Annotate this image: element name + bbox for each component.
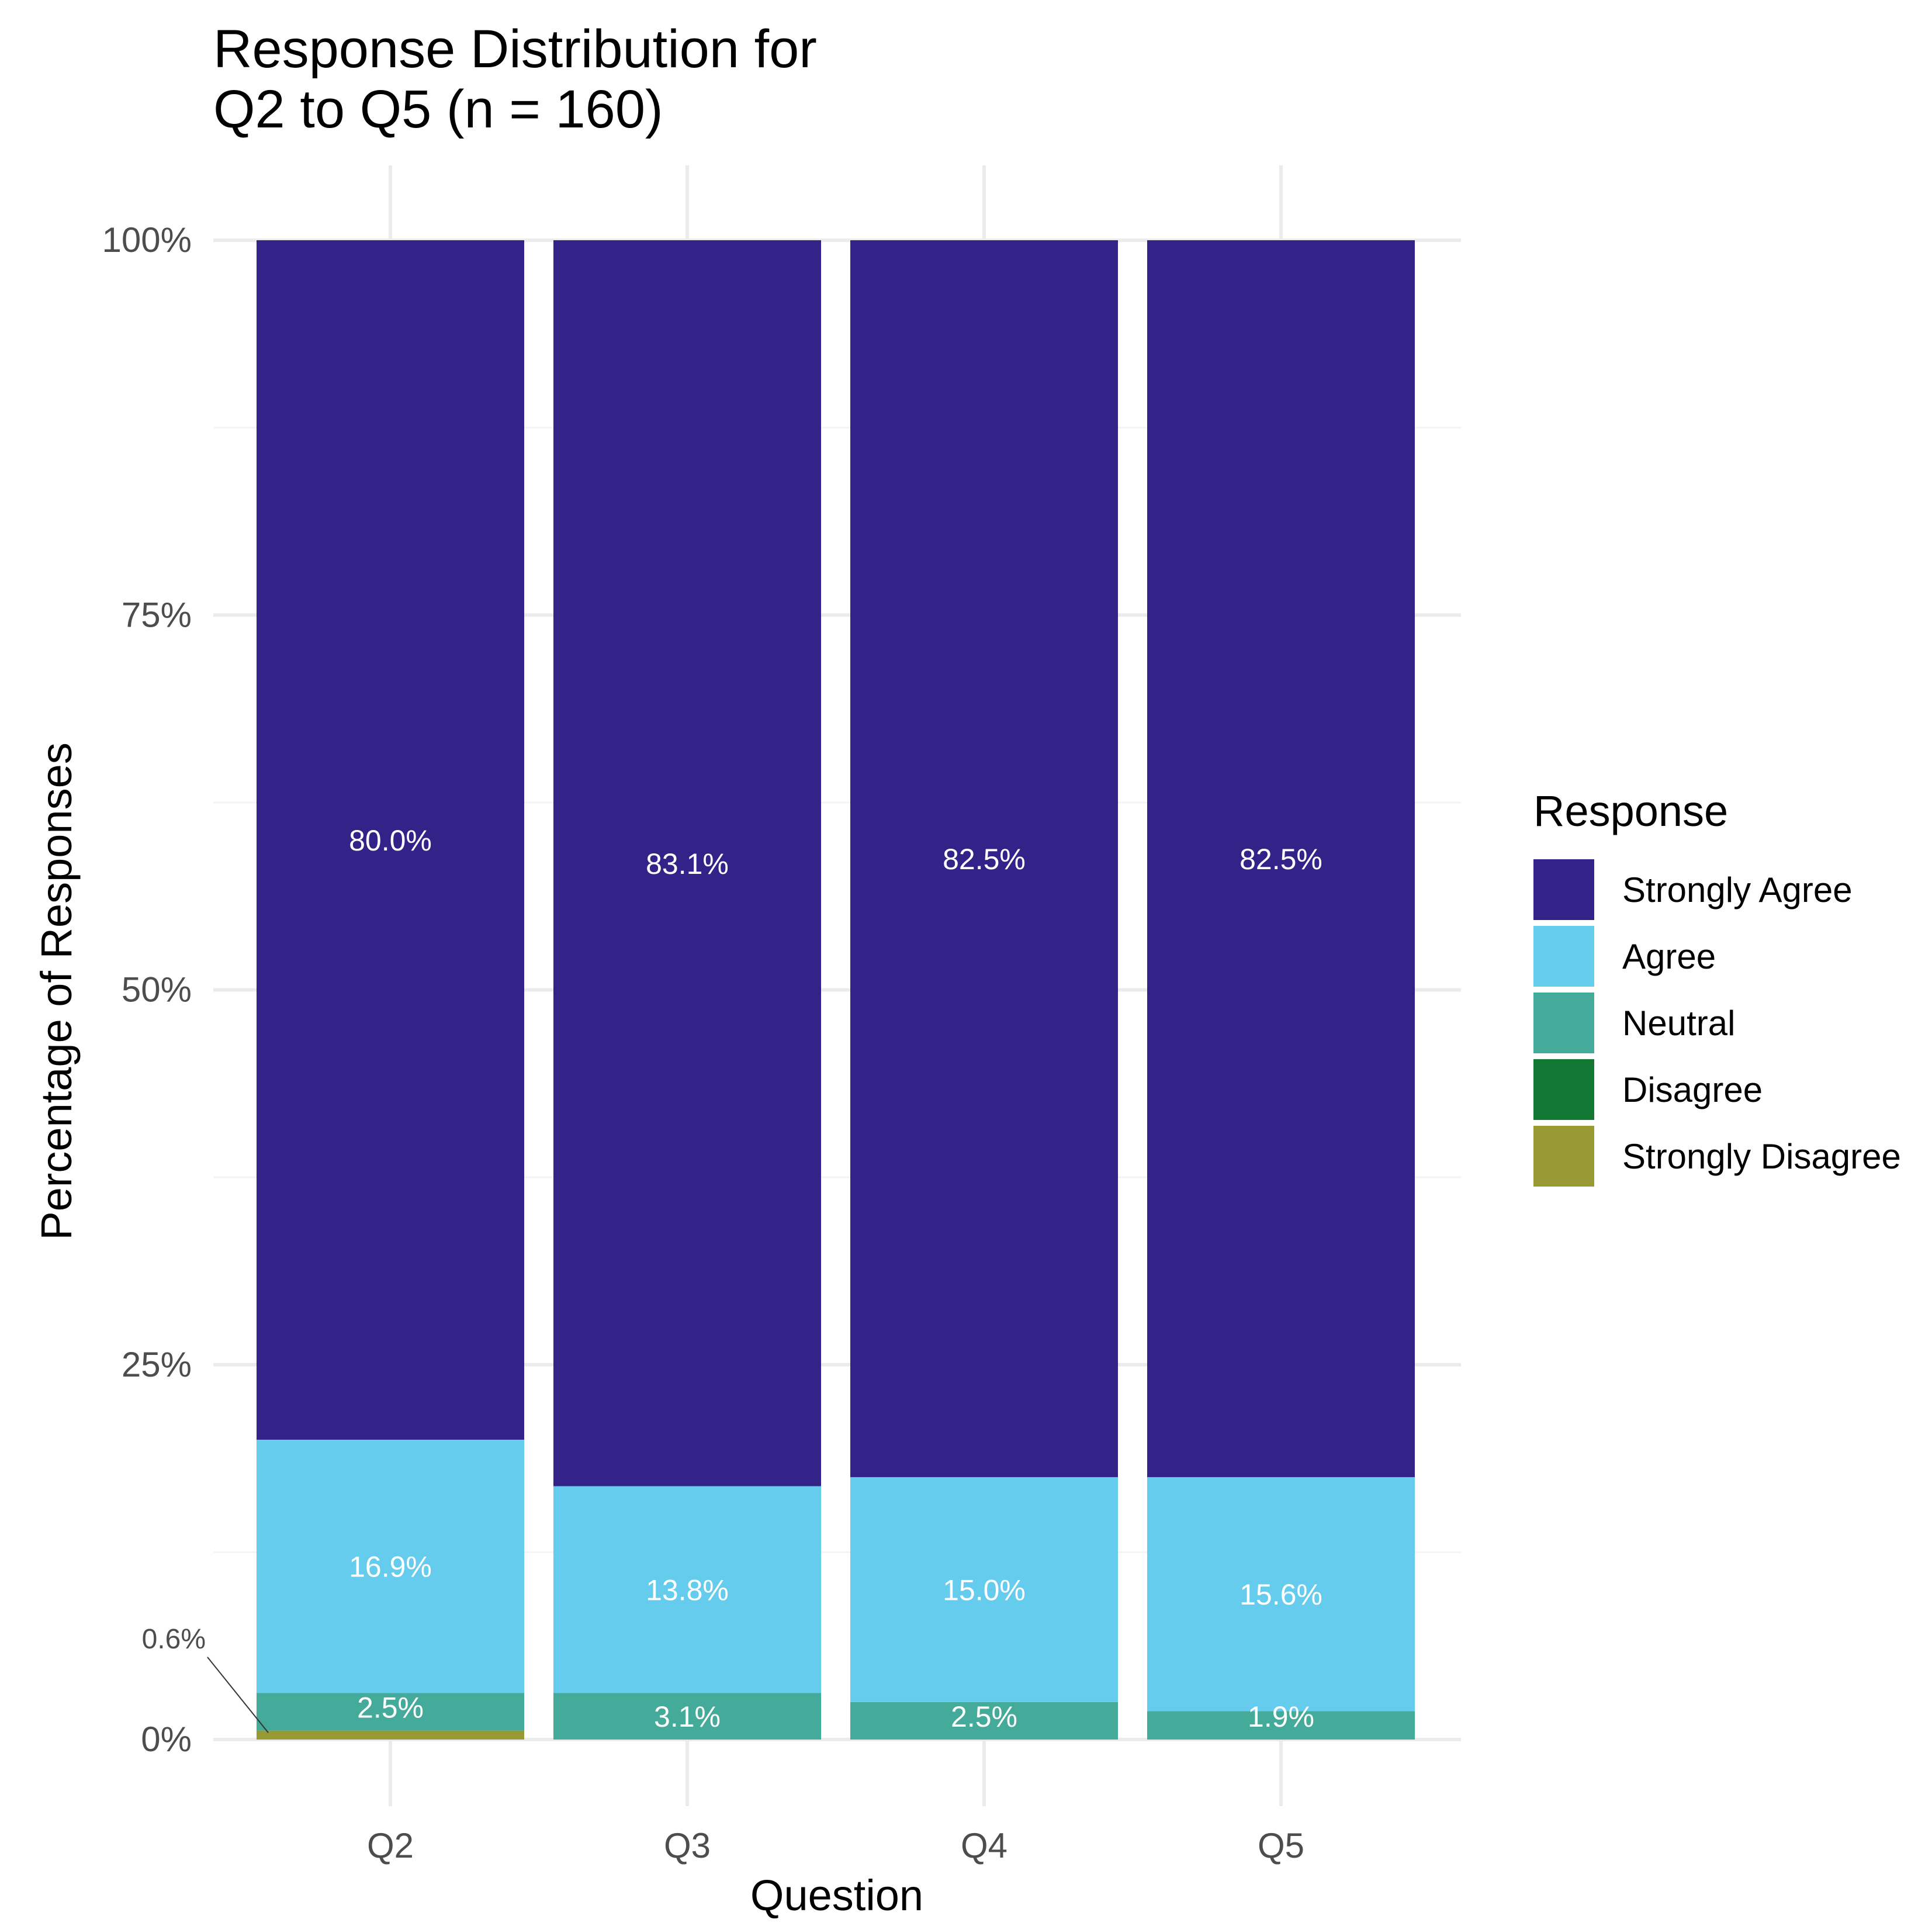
data-label-q2-agree: 16.9% — [349, 1551, 432, 1583]
bar-q3-agree — [553, 1486, 821, 1693]
bar-q5-neutral — [1147, 1711, 1415, 1740]
legend-swatch-strongly-agree — [1533, 859, 1594, 920]
legend: Response Strongly Agree Agree Neutral Disag… — [1533, 787, 1901, 1187]
legend-label-agree: Agree — [1622, 937, 1716, 976]
bar-segments — [257, 240, 1415, 1740]
bar-q4-agree — [850, 1477, 1118, 1702]
data-label-q3-agree: 13.8% — [646, 1574, 729, 1607]
y-axis: 0% 25% 50% 75% 100% — [102, 220, 192, 1759]
data-label-q3-neutral: 3.1% — [654, 1700, 721, 1733]
y-tick-label: 100% — [102, 220, 192, 260]
bar-q4-strongly-agree — [850, 240, 1118, 1478]
legend-label-disagree: Disagree — [1622, 1070, 1763, 1109]
data-label-q5-neutral: 1.9% — [1248, 1700, 1314, 1733]
data-labels: 2.5% 16.9% 80.0% 3.1% 13.8% 83.1% 2.5% 15.0% 82.… — [349, 824, 1322, 1733]
y-axis-title: Percentage of Responses — [32, 742, 81, 1240]
data-label-q4-strongly-agree: 82.5% — [943, 843, 1026, 876]
data-label-q5-agree: 15.6% — [1239, 1578, 1322, 1611]
bar-q2-neutral — [257, 1693, 524, 1731]
data-label-q4-neutral: 2.5% — [951, 1700, 1017, 1733]
bar-q5-agree — [1147, 1477, 1415, 1711]
chart-title-line-2: Q2 to Q5 (n = 160) — [213, 79, 663, 139]
annotations: 0.6% — [142, 1624, 269, 1733]
legend-label-strongly-disagree: Strongly Disagree — [1622, 1137, 1901, 1176]
x-tick-label-q4: Q4 — [961, 1826, 1007, 1865]
bar-q2-strongly-disagree — [257, 1730, 524, 1740]
data-label-q4-agree: 15.0% — [943, 1574, 1026, 1607]
y-tick-label: 25% — [122, 1345, 192, 1384]
chart-title-line-1: Response Distribution for — [213, 19, 817, 79]
y-tick-label: 75% — [122, 595, 192, 634]
bar-q2-agree — [257, 1440, 524, 1693]
legend-label-strongly-agree: Strongly Agree — [1622, 870, 1853, 910]
legend-swatch-neutral — [1533, 993, 1594, 1053]
legend-swatch-disagree — [1533, 1059, 1594, 1120]
bar-q3-strongly-agree — [553, 240, 821, 1486]
bar-q3-neutral — [553, 1693, 821, 1740]
x-tick-label-q5: Q5 — [1258, 1826, 1304, 1865]
legend-label-neutral: Neutral — [1622, 1004, 1735, 1043]
y-tick-label: 50% — [122, 970, 192, 1009]
data-label-q2-neutral: 2.5% — [357, 1692, 424, 1724]
data-label-q5-strongly-agree: 82.5% — [1239, 843, 1322, 876]
annotation-leader-line — [207, 1657, 269, 1733]
y-tick-label: 0% — [141, 1720, 192, 1759]
bar-q2-strongly-agree — [257, 240, 524, 1440]
x-tick-label-q2: Q2 — [367, 1826, 414, 1865]
x-axis: Q2 Q3 Q4 Q5 — [367, 1826, 1304, 1865]
legend-swatch-strongly-disagree — [1533, 1126, 1594, 1187]
x-tick-label-q3: Q3 — [664, 1826, 711, 1865]
bar-q5-strongly-agree — [1147, 240, 1415, 1478]
legend-swatch-agree — [1533, 926, 1594, 987]
x-axis-title: Question — [750, 1871, 923, 1920]
bar-q4-neutral — [850, 1702, 1118, 1740]
annotation-label: 0.6% — [142, 1624, 206, 1655]
data-label-q3-strongly-agree: 83.1% — [646, 848, 729, 880]
legend-title: Response — [1533, 787, 1728, 835]
data-label-q2-strongly-agree: 80.0% — [349, 824, 432, 857]
